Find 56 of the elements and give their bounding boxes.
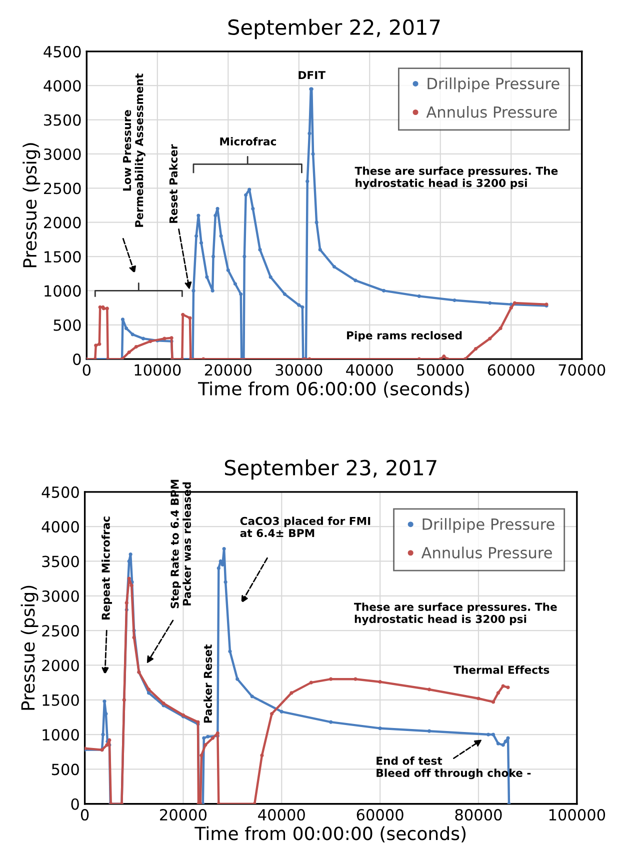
- annotation: These are surface pressures. The hydrostatic head is 3200 psi: [354, 166, 558, 190]
- y-tick-label: 0: [71, 798, 79, 810]
- x-tick-label: 0: [82, 364, 91, 376]
- y-tick-label: 2000: [44, 216, 81, 228]
- y-tick-label: 1500: [42, 694, 79, 706]
- annotation: CaCO3 placed for FMI at 6.4± BPM: [240, 516, 370, 538]
- legend-label: Drillpipe Pressure: [428, 77, 560, 92]
- y-axis-title: Pressue (psig): [22, 143, 40, 268]
- y-tick-label: 4500: [42, 486, 79, 498]
- annotation: DFIT: [298, 71, 326, 80]
- y-tick-label: 0: [73, 354, 81, 366]
- y-tick-label: 2500: [44, 182, 81, 194]
- x-tick-label: 20000: [204, 364, 252, 376]
- y-tick-label: 500: [52, 764, 79, 776]
- x-tick-label: 60000: [488, 364, 534, 376]
- x-tick-label: 40000: [258, 808, 305, 821]
- x-tick-label: 40000: [346, 364, 393, 376]
- y-tick-label: 2000: [42, 660, 79, 672]
- y-tick-label: 3000: [42, 590, 79, 602]
- x-tick-label: 100000: [549, 808, 606, 821]
- y-tick-label: 500: [54, 319, 81, 331]
- annotation: Microfrac: [220, 137, 276, 146]
- x-tick-label: 50000: [417, 364, 464, 376]
- y-tick-label: 4000: [42, 521, 79, 533]
- annotation: Low Pressure Permeability Assessment: [123, 74, 146, 227]
- annotation: These are surface pressures. The hydrostatic head is 3200 psi: [354, 602, 557, 626]
- y-tick-label: 4500: [44, 46, 81, 58]
- x-tick-label: 0: [80, 808, 89, 821]
- annotation: Step Rate to 6.4 BPM Packer was released: [170, 480, 191, 608]
- annotation: Packer Reset: [204, 644, 212, 723]
- y-axis-title: Pressue (psig): [20, 586, 38, 710]
- chart-title: September 22, 2017: [228, 18, 440, 40]
- x-tick-label: 30000: [276, 364, 322, 376]
- legend-label: Annulus Pressure: [426, 106, 557, 118]
- legend-label: Annulus Pressure: [421, 546, 552, 558]
- annotation: Pipe rams reclosed: [347, 331, 462, 342]
- x-axis-title: Time from 00:00:00 (seconds): [194, 826, 466, 842]
- y-tick-label: 4000: [44, 80, 81, 92]
- x-tick-label: 80000: [455, 808, 502, 821]
- annotation: Thermal Effects: [454, 666, 550, 674]
- legend-label: Drillpipe Pressure: [422, 518, 554, 533]
- x-tick-label: 60000: [356, 808, 404, 821]
- x-tick-label: 70000: [558, 364, 606, 376]
- annotation: Repeat Microfrac: [102, 516, 112, 620]
- y-tick-label: 3500: [42, 556, 79, 568]
- y-tick-label: 3500: [44, 114, 81, 126]
- x-tick-label: 20000: [160, 808, 207, 821]
- y-tick-label: 1000: [42, 729, 79, 741]
- x-tick-label: 10000: [134, 364, 181, 376]
- annotation: Reset Pakcer: [169, 144, 178, 223]
- chart-title: September 23, 2017: [224, 459, 436, 480]
- y-tick-label: 1000: [44, 285, 81, 297]
- y-tick-label: 2500: [42, 625, 79, 637]
- y-tick-label: 3000: [44, 148, 81, 160]
- x-axis-title: Time from 06:00:00 (seconds): [198, 382, 469, 398]
- y-tick-label: 1500: [44, 250, 81, 263]
